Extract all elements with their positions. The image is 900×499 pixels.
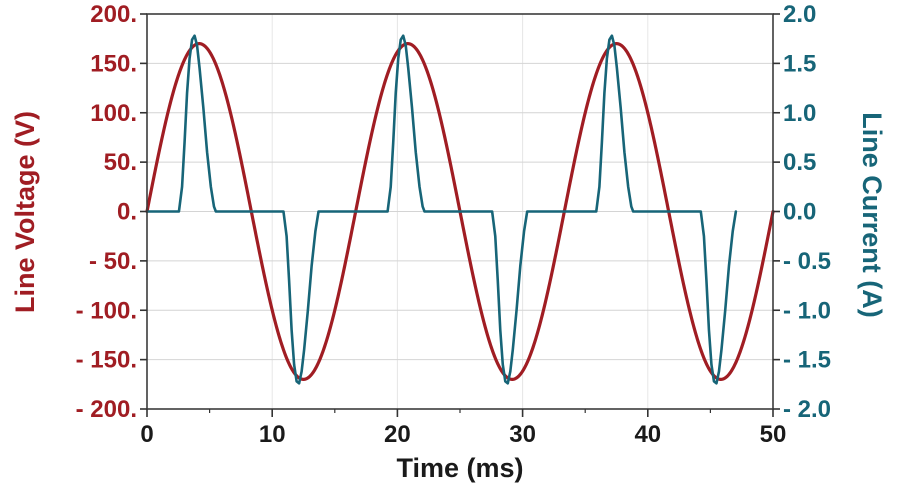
left-tick-label: 200.: [90, 1, 137, 28]
right-axis-title: Line Current (A): [857, 112, 887, 318]
left-tick-label: - 100.: [76, 297, 137, 324]
line-current-curve: [145, 34, 738, 385]
right-tick-label: - 1.5: [783, 347, 831, 374]
x-tick-label: 20: [384, 421, 411, 448]
right-tick-label: - 2.0: [783, 396, 831, 423]
left-tick-label: 0.: [117, 199, 137, 226]
right-tick-label: - 1.0: [783, 297, 831, 324]
right-tick-label: 1.5: [783, 50, 816, 77]
right-tick-label: 2.0: [783, 1, 816, 28]
left-tick-label: - 150.: [76, 347, 137, 374]
left-tick-label: - 50.: [89, 248, 137, 275]
x-tick-label: 10: [259, 421, 286, 448]
left-tick-label: - 200.: [76, 396, 137, 423]
left-tick-label: 100.: [90, 100, 137, 127]
right-tick-label: 0.0: [783, 199, 816, 226]
right-tick-label: - 0.5: [783, 248, 831, 275]
x-tick-label: 30: [509, 421, 536, 448]
left-tick-label: 50.: [104, 149, 137, 176]
left-axis-title: Line Voltage (V): [10, 111, 40, 314]
left-tick-label: 150.: [90, 50, 137, 77]
right-tick-label: 0.5: [783, 149, 816, 176]
x-tick-label: 50: [760, 421, 787, 448]
x-tick-label: 0: [140, 421, 153, 448]
x-tick-label: 40: [634, 421, 661, 448]
x-axis-title: Time (ms): [396, 453, 524, 483]
right-tick-label: 1.0: [783, 100, 816, 127]
